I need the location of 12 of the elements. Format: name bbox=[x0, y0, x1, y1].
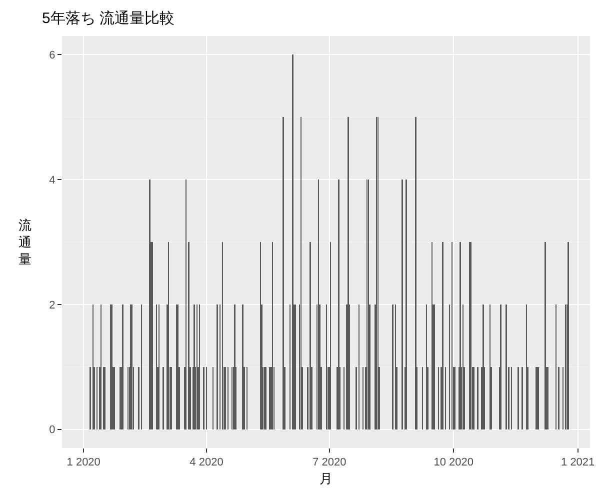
y-tick-label: 2 bbox=[49, 299, 56, 312]
x-tick-label: 7 2020 bbox=[312, 456, 346, 469]
y-tick-label: 6 bbox=[49, 50, 56, 62]
y-tick-label: 0 bbox=[49, 424, 56, 436]
x-tick-label: 4 2020 bbox=[190, 456, 224, 469]
x-tick-label: 10 2020 bbox=[434, 456, 474, 469]
x-tick-label: 1 2021 bbox=[561, 456, 595, 469]
y-tick-label: 4 bbox=[49, 174, 56, 186]
chart-title: 5年落ち 流通量比較 bbox=[42, 10, 175, 27]
x-tick-label: 1 2020 bbox=[66, 456, 100, 469]
y-axis-title: 流通量 bbox=[18, 218, 32, 266]
x-axis-title: 月 bbox=[320, 471, 332, 486]
